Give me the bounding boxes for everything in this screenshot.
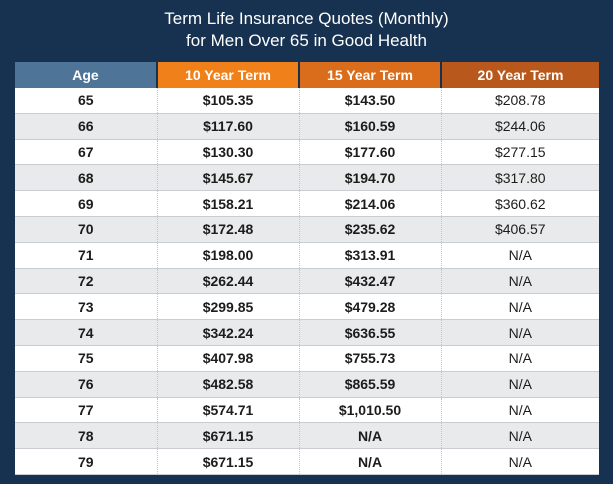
fifteen-year-cell: $235.62 [299,216,442,243]
title-line-2: for Men Over 65 in Good Health [186,31,427,50]
table-row: 67 $130.30 $177.60 $277.15 [15,139,599,166]
age-cell: 70 [15,216,158,243]
twenty-year-cell: $317.80 [441,164,599,192]
age-cell: 65 [15,88,158,114]
quotes-table: Age 10 Year Term 15 Year Term 20 Year Te… [15,62,599,475]
age-cell: 66 [15,113,158,140]
twenty-year-cell: $360.62 [441,190,599,217]
age-cell: 78 [15,422,158,450]
table-row: 75 $407.98 $755.73 N/A [15,345,599,372]
ten-year-cell: $574.71 [157,397,300,424]
age-cell: 73 [15,293,158,321]
table-row: 70 $172.48 $235.62 $406.57 [15,216,599,243]
fifteen-year-cell: $214.06 [299,190,442,217]
twenty-year-cell: N/A [441,397,599,424]
age-cell: 69 [15,190,158,217]
table-row: 71 $198.00 $313.91 N/A [15,242,599,269]
table-row: 76 $482.58 $865.59 N/A [15,371,599,398]
ten-year-cell: $262.44 [157,268,300,295]
table-row: 73 $299.85 $479.28 N/A [15,293,599,321]
title-line-1: Term Life Insurance Quotes (Monthly) [164,9,449,28]
table-row: 77 $574.71 $1,010.50 N/A [15,397,599,424]
fifteen-year-cell: $636.55 [299,319,442,346]
header-10-year-term: 10 Year Term [157,62,300,88]
fifteen-year-cell: $432.47 [299,268,442,295]
ten-year-cell: $482.58 [157,371,300,398]
table-row: 65 $105.35 $143.50 $208.78 [15,88,599,114]
page-title: Term Life Insurance Quotes (Monthly) for… [0,8,613,52]
table-row: 72 $262.44 $432.47 N/A [15,268,599,295]
twenty-year-cell: N/A [441,448,599,475]
table-row: 66 $117.60 $160.59 $244.06 [15,113,599,140]
ten-year-cell: $158.21 [157,190,300,217]
fifteen-year-cell: $143.50 [299,88,442,114]
fifteen-year-cell: $160.59 [299,113,442,140]
twenty-year-cell: $208.78 [441,88,599,114]
twenty-year-cell: N/A [441,293,599,321]
table-row: 79 $671.15 N/A N/A [15,448,599,475]
ten-year-cell: $172.48 [157,216,300,243]
age-cell: 67 [15,139,158,166]
ten-year-cell: $105.35 [157,88,300,114]
fifteen-year-cell: $865.59 [299,371,442,398]
table-row: 69 $158.21 $214.06 $360.62 [15,190,599,217]
age-cell: 79 [15,448,158,475]
age-cell: 71 [15,242,158,269]
ten-year-cell: $198.00 [157,242,300,269]
twenty-year-cell: N/A [441,268,599,295]
table-row: 74 $342.24 $636.55 N/A [15,319,599,346]
ten-year-cell: $145.67 [157,164,300,192]
twenty-year-cell: N/A [441,345,599,372]
table-body: 65 $105.35 $143.50 $208.78 66 $117.60 $160.59 $… [15,88,599,475]
header-age: Age [15,62,158,88]
header-15-year-term: 15 Year Term [299,62,442,88]
fifteen-year-cell: $313.91 [299,242,442,269]
twenty-year-cell: N/A [441,242,599,269]
ten-year-cell: $407.98 [157,345,300,372]
fifteen-year-cell: $194.70 [299,164,442,192]
age-cell: 72 [15,268,158,295]
table-row: 68 $145.67 $194.70 $317.80 [15,164,599,192]
fifteen-year-cell: $479.28 [299,293,442,321]
age-cell: 74 [15,319,158,346]
ten-year-cell: $671.15 [157,448,300,475]
fifteen-year-cell: $177.60 [299,139,442,166]
twenty-year-cell: $277.15 [441,139,599,166]
twenty-year-cell: $244.06 [441,113,599,140]
age-cell: 68 [15,164,158,192]
ten-year-cell: $130.30 [157,139,300,166]
age-cell: 75 [15,345,158,372]
twenty-year-cell: $406.57 [441,216,599,243]
age-cell: 77 [15,397,158,424]
ten-year-cell: $671.15 [157,422,300,450]
ten-year-cell: $117.60 [157,113,300,140]
fifteen-year-cell: N/A [299,448,442,475]
header-20-year-term: 20 Year Term [441,62,599,88]
twenty-year-cell: N/A [441,371,599,398]
fifteen-year-cell: $755.73 [299,345,442,372]
header-row: Age 10 Year Term 15 Year Term 20 Year Te… [15,62,599,88]
twenty-year-cell: N/A [441,422,599,450]
fifteen-year-cell: $1,010.50 [299,397,442,424]
ten-year-cell: $342.24 [157,319,300,346]
twenty-year-cell: N/A [441,319,599,346]
table-header: Age 10 Year Term 15 Year Term 20 Year Te… [15,62,599,88]
ten-year-cell: $299.85 [157,293,300,321]
table-row: 78 $671.15 N/A N/A [15,422,599,450]
age-cell: 76 [15,371,158,398]
fifteen-year-cell: N/A [299,422,442,450]
